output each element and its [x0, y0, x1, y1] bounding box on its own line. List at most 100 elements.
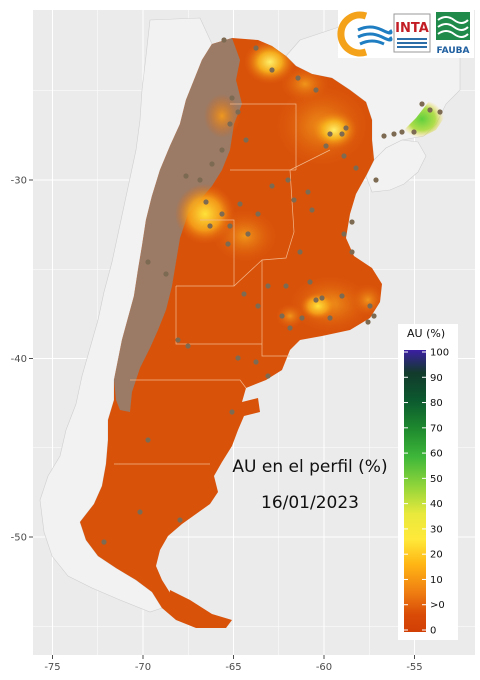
- tierra-del-fuego: [168, 590, 232, 628]
- station-dot: [269, 67, 275, 73]
- misiones-wet-zone: [400, 100, 444, 138]
- station-dot: [225, 241, 231, 247]
- x-axis-ticks: -75 -70 -65 -60 -55: [44, 655, 423, 673]
- station-dot: [235, 355, 241, 361]
- station-dot: [343, 125, 349, 131]
- station-dot: [265, 373, 271, 379]
- station-dot: [313, 87, 319, 93]
- station-dot: [229, 95, 235, 101]
- map-date: 16/01/2023: [261, 493, 359, 513]
- legend-tick-label: 80: [430, 398, 443, 409]
- station-dot: [349, 219, 355, 225]
- legend-tick-label: >0: [430, 600, 445, 611]
- legend: AU (%) 100 90 80 70 60 50 40 30 20 10 >0 0: [398, 324, 458, 640]
- station-dot: [327, 131, 333, 137]
- x-tick-label: -60: [316, 662, 332, 673]
- station-dot: [163, 271, 169, 277]
- station-dot: [137, 509, 143, 515]
- station-dot: [221, 37, 227, 43]
- legend-ticks: 100 90 80 70 60 50 40 30 20 10 >0 0: [404, 348, 449, 637]
- station-dot: [235, 109, 241, 115]
- station-dot: [285, 177, 291, 183]
- station-dot: [313, 297, 319, 303]
- station-dot: [269, 183, 275, 189]
- legend-tick-label: 30: [430, 524, 443, 535]
- station-dot: [255, 303, 261, 309]
- station-dot: [197, 177, 203, 183]
- station-dot: [367, 303, 373, 309]
- station-dot: [185, 343, 191, 349]
- station-dot: [265, 283, 271, 289]
- station-dot: [371, 313, 377, 319]
- station-dot: [177, 517, 183, 523]
- station-dot: [183, 173, 189, 179]
- station-dot: [291, 197, 297, 203]
- station-dot: [365, 319, 371, 325]
- legend-tick-label: 90: [430, 373, 443, 384]
- station-dot: [145, 259, 151, 265]
- legend-tick-label: 100: [430, 348, 449, 359]
- station-dot: [219, 147, 225, 153]
- station-dot: [207, 223, 213, 229]
- station-dot: [237, 201, 243, 207]
- station-dot: [309, 207, 315, 213]
- legend-tick-label: 10: [430, 575, 443, 586]
- station-dot: [243, 137, 249, 143]
- station-dot: [283, 283, 289, 289]
- y-tick-label: -50: [11, 533, 27, 544]
- station-dot: [381, 133, 387, 139]
- station-dot: [427, 107, 433, 113]
- station-dot: [349, 249, 355, 255]
- station-dot: [209, 161, 215, 167]
- legend-tick-label: 0: [430, 626, 436, 637]
- station-dot: [437, 109, 443, 115]
- station-dot: [175, 337, 181, 343]
- swirl-logo: [337, 11, 393, 57]
- legend-tick-label: 50: [430, 474, 443, 485]
- y-tick-label: -40: [11, 354, 27, 365]
- station-dot: [279, 313, 285, 319]
- inta-logo-text: INTA: [395, 21, 429, 36]
- station-dot: [253, 45, 259, 51]
- station-dots: [101, 37, 443, 545]
- station-dot: [219, 211, 225, 217]
- station-dot: [203, 199, 209, 205]
- logos: INTA FAUBA: [337, 8, 474, 58]
- inta-logo: INTA: [393, 13, 431, 53]
- fauba-logo-text: FAUBA: [437, 46, 470, 56]
- station-dot: [227, 223, 233, 229]
- station-dot: [255, 211, 261, 217]
- legend-tick-label: 70: [430, 423, 443, 434]
- station-dot: [327, 315, 333, 321]
- station-dot: [307, 279, 313, 285]
- x-tick-label: -75: [44, 662, 60, 673]
- station-dot: [373, 177, 379, 183]
- station-dot: [419, 101, 425, 107]
- station-dot: [341, 153, 347, 159]
- station-dot: [295, 75, 301, 81]
- x-tick-label: -70: [135, 662, 151, 673]
- legend-title: AU (%): [407, 327, 445, 340]
- station-dot: [353, 165, 359, 171]
- station-dot: [339, 131, 345, 137]
- legend-tick-label: 60: [430, 449, 443, 460]
- x-tick-label: -55: [406, 662, 422, 673]
- legend-colorbar: [404, 350, 426, 632]
- station-dot: [391, 131, 397, 137]
- uruguay-land: [365, 139, 427, 193]
- legend-tick-label: 20: [430, 550, 443, 561]
- station-dot: [145, 437, 151, 443]
- y-tick-label: -30: [11, 176, 27, 187]
- x-tick-label: -65: [225, 662, 241, 673]
- station-dot: [323, 143, 329, 149]
- legend-tick-label: 40: [430, 499, 443, 510]
- station-dot: [229, 409, 235, 415]
- station-dot: [287, 325, 293, 331]
- y-axis-ticks: -30 -40 -50: [11, 176, 33, 544]
- station-dot: [101, 539, 107, 545]
- station-dot: [399, 129, 405, 135]
- station-dot: [297, 249, 303, 255]
- province-boundaries: [114, 103, 331, 465]
- station-dot: [305, 189, 311, 195]
